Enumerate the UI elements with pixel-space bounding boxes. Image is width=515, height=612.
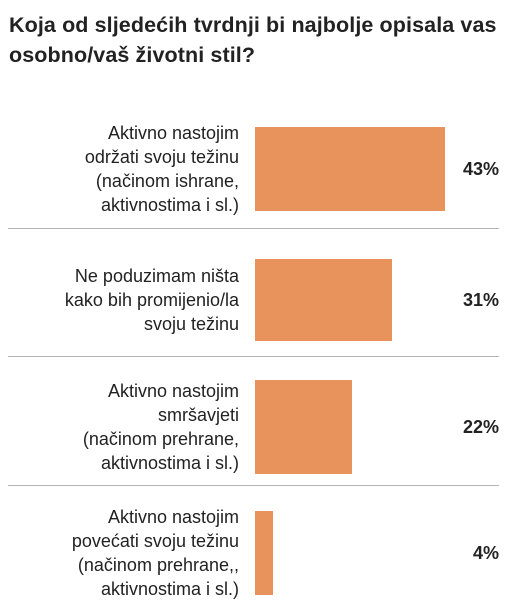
category-label-line: Ne poduzimam ništa xyxy=(74,266,239,286)
value-label: 4% xyxy=(472,542,499,563)
value-label: 43% xyxy=(462,158,499,179)
category-label-line: svoju težinu xyxy=(143,314,239,334)
bar xyxy=(255,126,445,211)
category-label-line: povećati svoju težinu xyxy=(71,530,239,551)
chart-title: Koja od sljedećih tvrdnji bi najbolje op… xyxy=(9,13,497,67)
category-label-line: aktivnostima i sl.) xyxy=(100,578,239,599)
row-divider xyxy=(8,228,499,229)
category-label-line: (načinom prehrane,, xyxy=(77,554,239,575)
category-label: Aktivno nastojim povećati svoju težinu (na… xyxy=(72,505,239,601)
bar xyxy=(255,259,392,341)
value-label: 22% xyxy=(462,417,499,437)
row-divider xyxy=(8,485,499,486)
bar xyxy=(255,380,352,474)
value-label: 31% xyxy=(462,290,499,310)
category-label: Ne poduzimam ništa kako bih promijenio/la… xyxy=(65,264,239,336)
category-label: Aktivno nastojim smršavjeti (načinom prehr… xyxy=(83,379,239,475)
bar xyxy=(255,510,273,595)
category-label-line: održati svoju težinu xyxy=(84,146,239,167)
category-label-line: aktivnostima i sl.) xyxy=(100,194,239,215)
category-label-line: (načinom prehrane, xyxy=(82,429,239,449)
row-divider xyxy=(8,356,499,357)
category-label-line: Aktivno nastojim xyxy=(107,122,239,143)
category-label-line: Aktivno nastojim xyxy=(107,381,239,401)
category-label-line: aktivnostima i sl.) xyxy=(100,453,239,473)
category-label-line: kako bih promijenio/la xyxy=(64,290,239,310)
category-label-line: (načinom ishrane, xyxy=(95,170,239,191)
category-label: Aktivno nastojim održati svoju težinu (nač… xyxy=(85,121,239,217)
category-label-line: Aktivno nastojim xyxy=(107,506,239,527)
category-label-line: smršavjeti xyxy=(157,405,239,425)
